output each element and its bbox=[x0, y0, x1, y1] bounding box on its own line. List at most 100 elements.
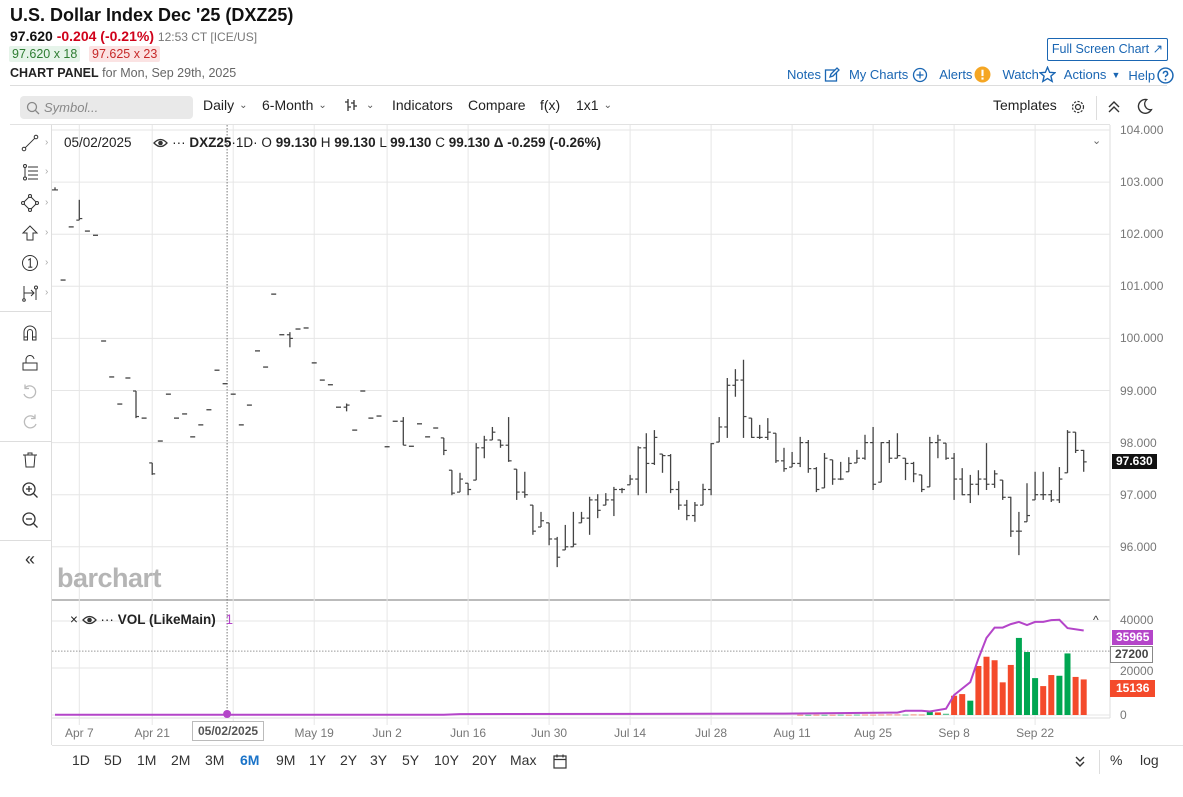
price-axis-label: 103.000 bbox=[1120, 175, 1164, 189]
volume-bar bbox=[870, 714, 877, 716]
more-options-icon[interactable]: ··· bbox=[172, 135, 186, 150]
range-button-1y[interactable]: 1Y bbox=[309, 752, 327, 768]
fibonacci-tool[interactable] bbox=[20, 162, 40, 182]
alerts-link[interactable]: Alerts bbox=[939, 66, 991, 83]
range-button-5d[interactable]: 5D bbox=[104, 752, 122, 768]
symbol-search-input[interactable]: Symbol... bbox=[20, 96, 193, 119]
chevron-right-icon[interactable]: › bbox=[45, 166, 49, 177]
chevron-right-icon[interactable]: › bbox=[45, 287, 49, 298]
chart-canvas[interactable] bbox=[52, 125, 1183, 745]
volume-bar bbox=[943, 713, 949, 715]
layout-dropdown[interactable]: 1x1 ⌄ bbox=[576, 97, 612, 113]
price-axis-label: 99.000 bbox=[1120, 384, 1157, 398]
notes-link[interactable]: Notes bbox=[787, 66, 840, 83]
price-bar bbox=[991, 470, 998, 488]
zoom-out-button[interactable] bbox=[20, 510, 40, 530]
volume-bar bbox=[934, 712, 941, 715]
edit-icon bbox=[824, 66, 840, 82]
interval-dropdown[interactable]: Daily ⌄ bbox=[203, 97, 248, 113]
shapes-tool[interactable] bbox=[20, 193, 40, 213]
zoom-in-button[interactable] bbox=[20, 480, 40, 500]
annotation-tool[interactable] bbox=[20, 253, 40, 273]
indicators-button[interactable]: Indicators bbox=[392, 97, 453, 113]
notes-label: Notes bbox=[787, 67, 821, 82]
arrow-tool[interactable] bbox=[20, 223, 40, 243]
measure-tool[interactable] bbox=[20, 283, 40, 303]
lock-tool[interactable] bbox=[20, 353, 40, 373]
range-button-1d[interactable]: 1D bbox=[72, 752, 90, 768]
price-bar bbox=[554, 536, 561, 568]
my-charts-link[interactable]: My Charts bbox=[849, 67, 928, 83]
legend-date: 05/02/2025 bbox=[64, 135, 132, 150]
open-interest-label: 35965 bbox=[1112, 630, 1154, 645]
instrument-title: U.S. Dollar Index Dec '25 (DXZ25) bbox=[10, 5, 294, 25]
price-bar bbox=[853, 449, 860, 464]
price-bar bbox=[789, 451, 796, 468]
range-button-3y[interactable]: 3Y bbox=[370, 752, 388, 768]
range-button-max[interactable]: Max bbox=[510, 752, 537, 768]
dark-mode-moon-icon[interactable] bbox=[1136, 98, 1153, 115]
price-bar bbox=[975, 470, 982, 496]
quote-line: 97.620 -0.204 (-0.21%) 12:53 CT [ICE/US] bbox=[10, 28, 257, 44]
range-button-5y[interactable]: 5Y bbox=[402, 752, 420, 768]
help-link[interactable]: Help bbox=[1128, 67, 1174, 84]
watch-link[interactable]: Watch bbox=[1002, 66, 1056, 83]
log-scale-toggle[interactable]: log bbox=[1140, 752, 1159, 768]
compare-button[interactable]: Compare bbox=[468, 97, 526, 113]
price-bar bbox=[513, 468, 520, 500]
bid-badge: 97.620 x 18 bbox=[9, 46, 81, 62]
price-bar bbox=[562, 524, 569, 551]
remove-study-icon[interactable]: × bbox=[70, 612, 78, 627]
price-bar bbox=[651, 430, 658, 466]
range-button-1m[interactable]: 1M bbox=[137, 752, 157, 768]
price-bar bbox=[756, 424, 763, 439]
time-axis-label: Apr 7 bbox=[64, 726, 94, 740]
more-options-icon[interactable]: ··· bbox=[100, 612, 114, 627]
volume-bar bbox=[1064, 653, 1071, 715]
delete-drawings-button[interactable] bbox=[20, 450, 40, 470]
visibility-eye-icon[interactable] bbox=[81, 614, 97, 626]
my-charts-label: My Charts bbox=[848, 67, 909, 82]
double-chevron-down-icon[interactable] bbox=[1074, 754, 1086, 768]
range-button-10y[interactable]: 10Y bbox=[434, 752, 459, 768]
undo-button[interactable] bbox=[20, 382, 40, 402]
volume-bar bbox=[999, 682, 1006, 715]
magnet-tool[interactable] bbox=[20, 323, 40, 343]
trendline-icon bbox=[21, 134, 39, 152]
chevron-right-icon[interactable]: › bbox=[45, 227, 49, 238]
pane-collapse-caret-icon[interactable]: ^ bbox=[1093, 613, 1099, 627]
legend-collapse-chevron-icon[interactable]: ⌄ bbox=[1092, 135, 1102, 147]
chevron-right-icon[interactable]: › bbox=[45, 137, 49, 148]
price-bar bbox=[748, 417, 755, 438]
range-button-3m[interactable]: 3M bbox=[205, 752, 225, 768]
settings-gear-icon[interactable] bbox=[1070, 99, 1086, 115]
fx-button[interactable]: f(x) bbox=[540, 97, 561, 113]
redo-button[interactable] bbox=[20, 412, 40, 432]
range-button-2y[interactable]: 2Y bbox=[340, 752, 358, 768]
collapse-toolbar-button[interactable]: « bbox=[20, 549, 40, 569]
volume-bar bbox=[821, 714, 828, 716]
visibility-eye-icon[interactable] bbox=[153, 137, 169, 149]
price-bar bbox=[708, 443, 715, 496]
percent-scale-toggle[interactable]: % bbox=[1110, 752, 1123, 768]
full-screen-chart-button[interactable]: Full Screen Chart ↗ bbox=[1047, 38, 1168, 61]
calendar-icon[interactable] bbox=[552, 753, 568, 770]
range-dropdown[interactable]: 6-Month ⌄ bbox=[262, 97, 327, 113]
collapse-up-icon[interactable] bbox=[1106, 99, 1122, 115]
range-button-2m[interactable]: 2M bbox=[171, 752, 191, 768]
volume-bar bbox=[975, 666, 982, 715]
trendline-tool[interactable] bbox=[20, 133, 40, 153]
top-links: Notes My Charts Alerts Watch Actions ▼ He… bbox=[787, 65, 1174, 84]
range-button-9m[interactable]: 9M bbox=[276, 752, 296, 768]
range-button-20y[interactable]: 20Y bbox=[472, 752, 497, 768]
chevron-down-icon: ⌄ bbox=[318, 99, 327, 111]
chevron-down-icon: ⌄ bbox=[239, 99, 248, 111]
price-bar bbox=[870, 426, 877, 491]
chevron-right-icon[interactable]: › bbox=[45, 257, 49, 268]
range-button-6m[interactable]: 6M bbox=[240, 752, 260, 768]
chevron-right-icon[interactable]: › bbox=[45, 197, 49, 208]
chart-type-dropdown[interactable]: ⌄ bbox=[344, 97, 374, 113]
price-legend: 05/02/2025 ··· DXZ25·1D· O 99.130 H 99.1… bbox=[64, 135, 601, 150]
actions-menu[interactable]: Actions ▼ bbox=[1064, 67, 1121, 82]
templates-button[interactable]: Templates bbox=[993, 97, 1057, 113]
